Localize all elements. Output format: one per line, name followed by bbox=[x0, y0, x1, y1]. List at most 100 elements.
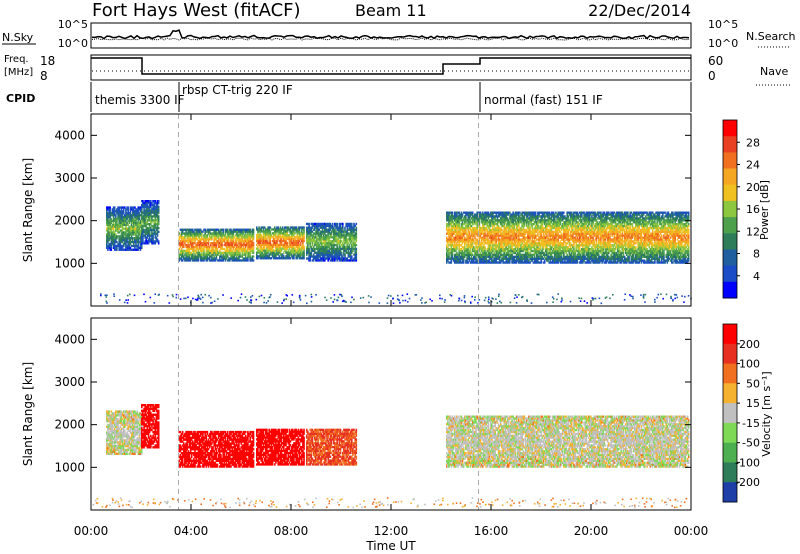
echo-cell bbox=[279, 234, 282, 237]
echo-cell bbox=[500, 213, 502, 216]
echo-cell bbox=[215, 238, 218, 241]
echo-cell bbox=[505, 228, 508, 232]
echo-cell bbox=[502, 213, 504, 216]
echo-cell bbox=[118, 240, 120, 244]
echo-cell bbox=[324, 251, 326, 254]
echo-cell bbox=[136, 246, 138, 249]
echo-cell bbox=[532, 240, 535, 243]
echo-cell bbox=[106, 223, 108, 226]
echo-cell bbox=[346, 228, 349, 231]
echo-cell bbox=[506, 257, 509, 260]
echo-cell bbox=[458, 219, 460, 222]
echo-cell bbox=[466, 236, 468, 239]
echo-cell bbox=[127, 212, 129, 215]
echo-cell bbox=[268, 257, 270, 260]
echo-cell bbox=[142, 221, 144, 224]
echo-cell bbox=[450, 244, 453, 247]
echo-cell bbox=[231, 243, 233, 247]
echo-cell bbox=[231, 240, 233, 243]
echo-cell bbox=[475, 261, 477, 264]
echo-cell bbox=[532, 213, 535, 216]
echo-cell bbox=[324, 259, 326, 262]
echo-cell bbox=[451, 217, 454, 220]
echo-cell bbox=[340, 230, 343, 233]
echo-cell bbox=[459, 257, 462, 260]
echo-cell bbox=[119, 242, 122, 246]
echo-cell bbox=[198, 247, 201, 251]
echo-cell bbox=[137, 225, 140, 228]
echo-cell bbox=[312, 249, 315, 252]
echo-cell bbox=[251, 251, 254, 254]
echo-cell bbox=[181, 238, 184, 241]
echo-cell bbox=[109, 221, 111, 224]
echo-cell bbox=[116, 208, 118, 211]
echo-cell bbox=[347, 224, 350, 227]
echo-cell bbox=[525, 236, 528, 239]
echo-cell bbox=[145, 221, 148, 224]
echo-cell bbox=[147, 226, 150, 230]
echo-cell bbox=[211, 236, 213, 239]
echo-cell bbox=[321, 245, 324, 249]
echo-cell bbox=[506, 261, 509, 264]
echo-cell bbox=[297, 245, 300, 248]
echo-cell bbox=[155, 213, 158, 216]
echo-cell bbox=[346, 224, 349, 227]
echo-cell bbox=[479, 232, 482, 235]
echo-cell bbox=[462, 223, 465, 226]
echo-cell bbox=[157, 211, 160, 214]
echo-cell bbox=[297, 247, 300, 250]
echo-cell bbox=[493, 248, 495, 251]
echo-cell bbox=[180, 236, 183, 239]
echo-cell bbox=[523, 211, 526, 214]
echo-cell bbox=[525, 253, 528, 256]
echo-cell bbox=[150, 221, 152, 224]
echo-cell bbox=[474, 228, 476, 232]
echo-cell bbox=[249, 259, 251, 262]
echo-cell bbox=[267, 236, 269, 239]
echo-cell bbox=[534, 213, 537, 216]
echo-cell bbox=[502, 217, 504, 220]
echo-cell bbox=[115, 210, 117, 213]
echo-cell bbox=[477, 217, 480, 220]
echo-cell bbox=[284, 228, 286, 231]
echo-cell bbox=[333, 251, 335, 254]
echo-cell bbox=[108, 239, 110, 242]
echo-cell bbox=[306, 247, 308, 251]
echo-cell bbox=[197, 247, 200, 251]
echo-cell bbox=[272, 241, 275, 245]
echo-cell bbox=[259, 253, 261, 256]
echo-cell bbox=[310, 238, 313, 241]
echo-cell bbox=[352, 228, 354, 231]
echo-cell bbox=[237, 238, 239, 241]
echo-cell bbox=[477, 219, 480, 222]
echo-cell bbox=[143, 242, 145, 245]
echo-cell bbox=[496, 261, 499, 264]
echo-cell bbox=[467, 219, 469, 222]
echo-cell bbox=[458, 223, 460, 226]
echo-cell bbox=[184, 232, 186, 235]
echo-cell bbox=[110, 246, 113, 249]
echo-cell bbox=[239, 247, 241, 251]
echo-cell bbox=[279, 237, 282, 241]
echo-cell bbox=[310, 240, 313, 243]
echo-cell bbox=[275, 236, 277, 239]
echo-cell bbox=[452, 217, 455, 220]
echo-cell bbox=[317, 243, 319, 247]
echo-cell bbox=[150, 211, 152, 214]
echo-cell bbox=[511, 249, 513, 253]
echo-cell bbox=[242, 253, 245, 256]
echo-cell bbox=[505, 213, 508, 216]
echo-cell bbox=[528, 238, 530, 241]
echo-cell bbox=[478, 228, 481, 232]
echo-cell bbox=[528, 223, 530, 226]
echo-cell bbox=[494, 211, 496, 214]
echo-cell bbox=[252, 255, 255, 258]
echo-cell bbox=[460, 226, 463, 230]
echo-cell bbox=[524, 221, 527, 224]
echo-cell bbox=[473, 230, 475, 233]
echo-cell bbox=[467, 221, 469, 224]
echo-cell bbox=[533, 248, 536, 251]
echo-cell bbox=[276, 257, 278, 260]
echo-cell bbox=[345, 222, 347, 226]
echo-cell bbox=[298, 245, 301, 248]
